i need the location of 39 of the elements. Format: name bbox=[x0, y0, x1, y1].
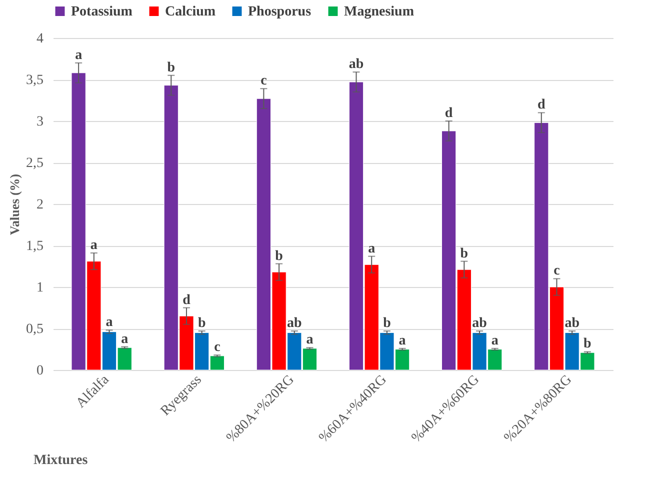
data-label: b bbox=[584, 336, 592, 352]
data-label: ab bbox=[286, 316, 302, 331]
y-tick-label: 0 bbox=[36, 364, 44, 378]
data-label: d bbox=[182, 292, 191, 308]
legend-label: Calcium bbox=[165, 4, 216, 20]
y-tick-label: 3 bbox=[36, 114, 44, 130]
data-label: a bbox=[106, 315, 113, 330]
y-tick-label: 2,5 bbox=[26, 156, 44, 171]
data-label: c bbox=[260, 74, 267, 89]
y-axis-title: Values (%) bbox=[7, 174, 22, 236]
data-label: a bbox=[121, 332, 128, 347]
legend-label: Potassium bbox=[71, 4, 133, 20]
data-label: c bbox=[554, 264, 560, 279]
y-tick-label: 1 bbox=[36, 280, 44, 296]
data-label: a bbox=[306, 332, 314, 348]
data-label: b bbox=[275, 248, 284, 264]
data-label: b bbox=[383, 316, 392, 331]
legend-label: Magnesium bbox=[344, 4, 414, 20]
data-label: d bbox=[444, 106, 453, 121]
y-tick-label: 4 bbox=[36, 32, 44, 46]
data-label: ab bbox=[348, 57, 364, 72]
y-tick-label: 1,5 bbox=[26, 239, 44, 254]
data-label: a bbox=[368, 241, 376, 256]
data-label: a bbox=[75, 48, 82, 63]
data-label: a bbox=[491, 333, 498, 348]
data-label: ab bbox=[472, 316, 488, 331]
y-tick-label: 0,5 bbox=[26, 322, 44, 337]
y-tick-label: 3,5 bbox=[26, 73, 44, 88]
y-tick-label: 2 bbox=[36, 198, 44, 212]
data-label: b bbox=[167, 60, 176, 76]
data-label: c bbox=[214, 340, 220, 356]
data-label: a bbox=[90, 238, 98, 253]
data-label: b bbox=[460, 246, 468, 262]
legend-label: Phosporus bbox=[248, 4, 312, 20]
data-label: b bbox=[198, 316, 206, 331]
data-label: d bbox=[537, 98, 546, 113]
data-label: ab bbox=[564, 316, 580, 331]
data-label: a bbox=[398, 333, 406, 348]
x-axis-title: Mixtures bbox=[34, 453, 88, 468]
